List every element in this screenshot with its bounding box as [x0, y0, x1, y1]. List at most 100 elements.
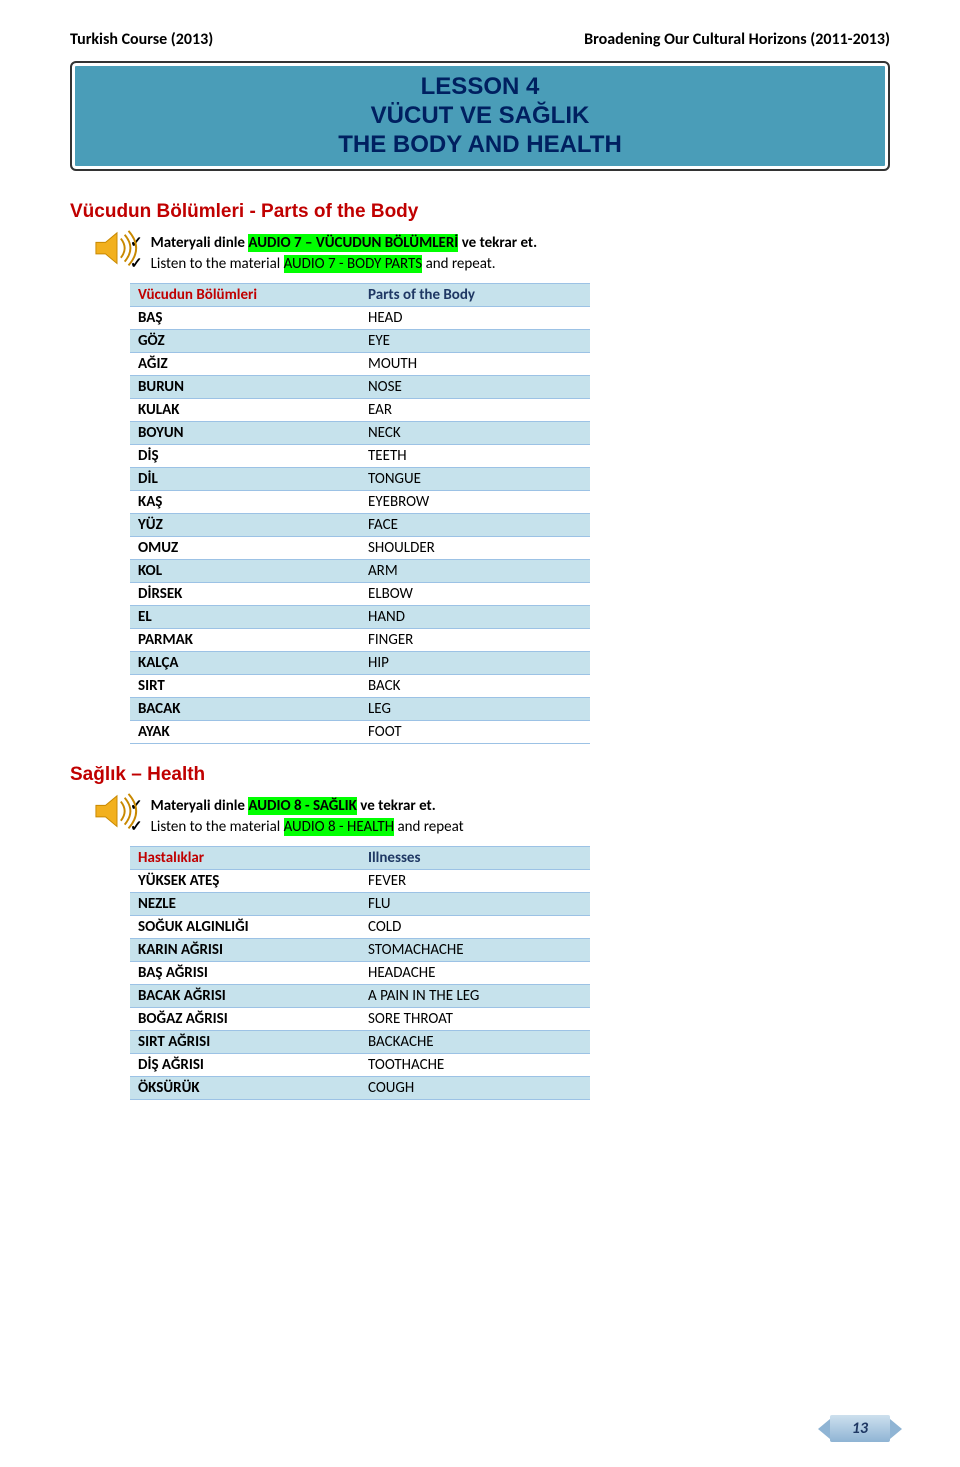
instruction-text: Listen to the material — [151, 818, 284, 836]
cell-turkish: DİŞ — [130, 445, 360, 468]
table-row: BACAK AĞRISIA PAIN IN THE LEG — [130, 985, 590, 1008]
cell-turkish: BOĞAZ AĞRISI — [130, 1008, 360, 1031]
cell-turkish: OMUZ — [130, 537, 360, 560]
instruction-list-2: ✓ Materyali dinle AUDIO 8 - SAĞLIK ve te… — [130, 796, 890, 836]
cell-turkish: DİRSEK — [130, 583, 360, 606]
table-row: BURUNNOSE — [130, 376, 590, 399]
cell-english: HAND — [360, 606, 590, 629]
table-row: BOYUNNECK — [130, 422, 590, 445]
cell-turkish: KAŞ — [130, 491, 360, 514]
table-row: KAŞEYEBROW — [130, 491, 590, 514]
highlight-text: AUDIO 7 - BODY PARTS — [284, 255, 423, 273]
table-row: SIRT AĞRISIBACKACHE — [130, 1031, 590, 1054]
cell-turkish: KULAK — [130, 399, 360, 422]
cell-turkish: BOYUN — [130, 422, 360, 445]
cell-english: SHOULDER — [360, 537, 590, 560]
cell-turkish: KARIN AĞRISI — [130, 939, 360, 962]
lesson-line1: LESSON 4 — [92, 73, 868, 102]
cell-english: NOSE — [360, 376, 590, 399]
cell-english: FOOT — [360, 721, 590, 744]
instruction-list-1: ✓ Materyali dinle AUDIO 7 – VÜCUDUN BÖLÜ… — [130, 233, 890, 273]
cell-turkish: SIRT — [130, 675, 360, 698]
cell-turkish: EL — [130, 606, 360, 629]
table-row: DİLTONGUE — [130, 468, 590, 491]
table-row: AYAKFOOT — [130, 721, 590, 744]
cell-english: BACK — [360, 675, 590, 698]
table-row: KALÇAHIP — [130, 652, 590, 675]
instruction-text: Materyali dinle — [151, 234, 249, 252]
table-row: BAŞ AĞRISIHEADACHE — [130, 962, 590, 985]
instruction-text: ve tekrar et. — [357, 797, 436, 815]
instruction-text: and repeat — [394, 818, 464, 836]
cell-english: ARM — [360, 560, 590, 583]
page-number-badge: 13 — [830, 1415, 890, 1442]
highlight-text: AUDIO 7 – VÜCUDUN BÖLÜMLERİ — [248, 234, 458, 252]
cell-turkish: GÖZ — [130, 330, 360, 353]
cell-english: ELBOW — [360, 583, 590, 606]
cell-english: A PAIN IN THE LEG — [360, 985, 590, 1008]
cell-english: FLU — [360, 893, 590, 916]
instruction-text: and repeat. — [422, 255, 495, 273]
table-row: KOLARM — [130, 560, 590, 583]
table-row: GÖZEYE — [130, 330, 590, 353]
table-row: SOĞUK ALGINLIĞICOLD — [130, 916, 590, 939]
instruction-text: Listen to the material — [151, 255, 284, 273]
cell-english: LEG — [360, 698, 590, 721]
table-row: BAŞHEAD — [130, 307, 590, 330]
cell-turkish: YÜKSEK ATEŞ — [130, 870, 360, 893]
cell-turkish: KOL — [130, 560, 360, 583]
cell-english: SORE THROAT — [360, 1008, 590, 1031]
cell-english: COUGH — [360, 1077, 590, 1100]
cell-turkish: DİŞ AĞRISI — [130, 1054, 360, 1077]
cell-turkish: AYAK — [130, 721, 360, 744]
table-row: DİŞ AĞRISITOOTHACHE — [130, 1054, 590, 1077]
header-left: Turkish Course (2013) — [70, 30, 213, 49]
table-row: AĞIZMOUTH — [130, 353, 590, 376]
cell-english: HIP — [360, 652, 590, 675]
cell-english: STOMACHACHE — [360, 939, 590, 962]
instruction-item: ✓ Listen to the material AUDIO 7 - BODY … — [130, 254, 890, 273]
cell-turkish: DİL — [130, 468, 360, 491]
instruction-text: ve tekrar et. — [458, 234, 537, 252]
cell-turkish: NEZLE — [130, 893, 360, 916]
cell-english: FINGER — [360, 629, 590, 652]
table-header-tr: Hastalıklar — [130, 847, 360, 870]
table-header-en: Parts of the Body — [360, 284, 590, 307]
lesson-title-box: LESSON 4 VÜCUT VE SAĞLIK THE BODY AND HE… — [70, 61, 890, 171]
section-title-body-parts: Vücudun Bölümleri - Parts of the Body — [70, 201, 890, 223]
table-row: ELHAND — [130, 606, 590, 629]
highlight-text: AUDIO 8 - HEALTH — [284, 818, 394, 836]
page-number: 13 — [830, 1415, 890, 1442]
cell-english: EYE — [360, 330, 590, 353]
header-right: Broadening Our Cultural Horizons (2011-2… — [584, 30, 890, 49]
table-row: DİŞTEETH — [130, 445, 590, 468]
illnesses-table: HastalıklarIllnessesYÜKSEK ATEŞFEVERNEZL… — [130, 846, 590, 1100]
table-row: YÜZFACE — [130, 514, 590, 537]
instruction-text: Materyali dinle — [151, 797, 249, 815]
table-row: BACAKLEG — [130, 698, 590, 721]
table-row: PARMAKFINGER — [130, 629, 590, 652]
table-row: KARIN AĞRISISTOMACHACHE — [130, 939, 590, 962]
page-header: Turkish Course (2013) Broadening Our Cul… — [70, 30, 890, 49]
cell-english: MOUTH — [360, 353, 590, 376]
cell-english: NECK — [360, 422, 590, 445]
table-row: BOĞAZ AĞRISISORE THROAT — [130, 1008, 590, 1031]
table-row: SIRTBACK — [130, 675, 590, 698]
section-title-health: Sağlık – Health — [70, 764, 890, 786]
cell-turkish: BAŞ AĞRISI — [130, 962, 360, 985]
cell-english: TEETH — [360, 445, 590, 468]
cell-turkish: SOĞUK ALGINLIĞI — [130, 916, 360, 939]
cell-turkish: YÜZ — [130, 514, 360, 537]
table-row: NEZLEFLU — [130, 893, 590, 916]
lesson-line2: VÜCUT VE SAĞLIK — [92, 102, 868, 131]
cell-english: COLD — [360, 916, 590, 939]
cell-english: EAR — [360, 399, 590, 422]
cell-turkish: KALÇA — [130, 652, 360, 675]
cell-turkish: BACAK — [130, 698, 360, 721]
instruction-item: ✓ Materyali dinle AUDIO 8 - SAĞLIK ve te… — [130, 796, 890, 815]
cell-english: TOOTHACHE — [360, 1054, 590, 1077]
table-header-en: Illnesses — [360, 847, 590, 870]
cell-turkish: BACAK AĞRISI — [130, 985, 360, 1008]
cell-turkish: BURUN — [130, 376, 360, 399]
table-row: YÜKSEK ATEŞFEVER — [130, 870, 590, 893]
